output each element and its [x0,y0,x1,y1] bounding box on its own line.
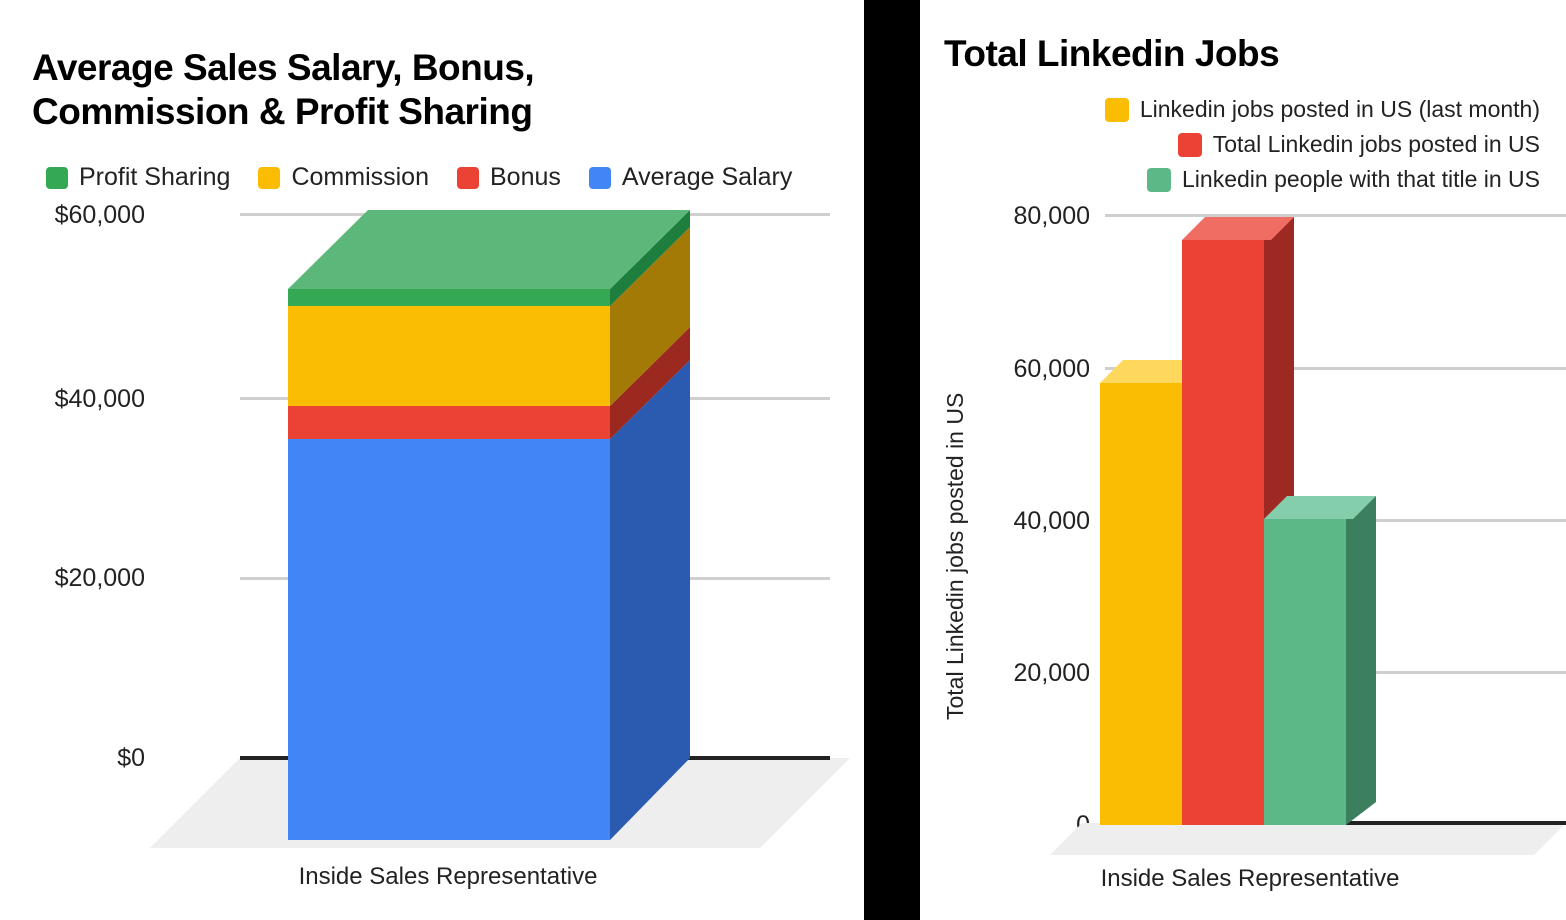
legend-item-people-with-title[interactable]: Linkedin people with that title in US [1147,166,1540,193]
legend-swatch-icon [258,166,281,189]
legend-swatch-icon [588,166,611,189]
bar-segment-commission-front[interactable] [288,306,610,406]
left-chart-panel: Average Sales Salary, Bonus, Commission … [0,0,864,920]
legend-item-average-salary[interactable]: Average Salary [588,163,793,192]
legend-swatch-icon [1177,132,1202,157]
bar-people-with-title-top [1264,496,1376,519]
right-chart-panel: Total Linkedin Jobs Linkedin jobs posted… [920,0,1566,920]
x-category-label: Inside Sales Representative [298,863,598,890]
bar-segment-bonus-front[interactable] [288,406,610,439]
legend-item-label: Average Salary [621,163,793,191]
bar-segment-average-salary-side [610,360,690,840]
legend-swatch-icon [1104,97,1129,122]
bar-total-jobs-front[interactable] [1182,240,1264,825]
bar-segment-average-salary-front[interactable] [288,439,610,840]
y-tick-label: 60,000 [1013,355,1090,383]
y-tick-label: $20,000 [54,564,145,592]
legend-item-label: Linkedin jobs posted in US (last month) [1139,96,1540,122]
y-tick-label: $60,000 [54,201,145,229]
right-chart-title: Total Linkedin Jobs [944,33,1280,74]
legend-swatch-icon [457,166,479,189]
legend-swatch-icon [46,166,68,189]
bar-top-face [288,210,690,289]
legend-item-bonus[interactable]: Bonus [457,163,561,192]
legend-item-label: Linkedin people with that title in US [1182,166,1540,192]
legend-item-label: Profit Sharing [79,163,231,191]
legend-item-total-jobs[interactable]: Total Linkedin jobs posted in US [1177,131,1540,158]
left-chart-plot-area: $60,000 $40,000 $20,000 $0 Inside Sales … [54,201,850,890]
y-tick-label: 40,000 [1013,507,1090,535]
x-category-label: Inside Sales Representative [1100,865,1400,892]
legend-item-label: Bonus [490,163,561,191]
legend-item-label: Total Linkedin jobs posted in US [1212,131,1540,157]
bar-total-jobs-top [1182,217,1294,240]
legend-item-profit-sharing[interactable]: Profit Sharing [46,163,230,192]
y-tick-label: 20,000 [1013,659,1090,687]
left-chart-title: Average Sales Salary, Bonus, Commission … [32,47,535,132]
left-chart-legend: Profit Sharing Commission Bonus Average … [46,163,836,192]
legend-item-commission[interactable]: Commission [258,163,429,192]
bar-people-with-title-front[interactable] [1264,519,1346,825]
y-tick-label: $40,000 [54,385,145,413]
right-chart-legend: Linkedin jobs posted in US (last month) … [920,96,1540,201]
bar-segment-profit-sharing-front[interactable] [288,289,610,306]
right-chart-plot-area: Total Linkedin jobs posted in US 80,000 … [920,0,1566,920]
bar-people-with-title-side [1346,496,1376,825]
legend-item-label: Commission [291,163,429,191]
y-tick-label: $0 [117,744,145,772]
gridline [1105,214,1566,217]
chart-floor-plane [1050,823,1566,855]
bar-jobs-last-month-front[interactable] [1100,383,1182,825]
y-tick-label: 80,000 [1013,202,1090,230]
legend-item-jobs-last-month[interactable]: Linkedin jobs posted in US (last month) [1104,96,1540,123]
legend-swatch-icon [1147,167,1171,192]
gridline [1105,367,1566,370]
